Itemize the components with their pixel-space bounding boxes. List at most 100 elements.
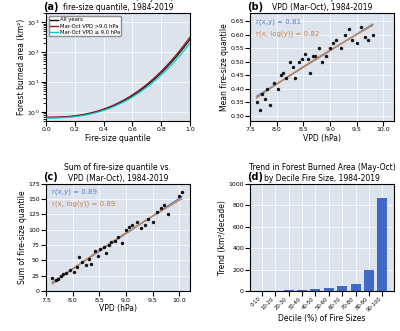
Point: [262, 97, 268, 102]
Text: (a): (a): [43, 2, 59, 12]
Point: [133, 220, 140, 225]
Point: [138, 226, 144, 231]
Text: r(x,y) = 0.81: r(x,y) = 0.81: [256, 19, 301, 25]
Bar: [378, 198, 388, 291]
Point: [312, 54, 318, 59]
Title: Forest fire burned area (May-Oct) and
fire-size quantile, 1984-2019: Forest fire burned area (May-Oct) and fi…: [45, 0, 190, 13]
Point: [141, 222, 148, 227]
Point: [88, 261, 94, 266]
Point: [323, 54, 329, 59]
Bar: [364, 270, 374, 291]
Point: [280, 70, 286, 75]
Text: r(x, log(y)) = 0.82: r(x, log(y)) = 0.82: [256, 30, 319, 37]
Point: [115, 234, 121, 240]
Point: [278, 72, 284, 78]
Point: [370, 32, 376, 37]
Point: [275, 86, 281, 91]
Point: [67, 267, 73, 272]
Point: [358, 24, 364, 29]
Point: [79, 259, 86, 264]
Legend: All years, Mar-Oct VPD >9.0 hPa, Mar-Oct VPD ≤ 9.0 hPa: All years, Mar-Oct VPD >9.0 hPa, Mar-Oct…: [49, 16, 122, 36]
Y-axis label: Sum of fire-size quantile: Sum of fire-size quantile: [18, 191, 27, 284]
Point: [253, 100, 260, 105]
Point: [106, 242, 112, 248]
Point: [97, 247, 104, 252]
Bar: [350, 284, 361, 291]
Y-axis label: Mean fire-size quantile: Mean fire-size quantile: [220, 23, 229, 111]
Y-axis label: Forest burned area (km²): Forest burned area (km²): [17, 19, 26, 115]
Point: [118, 241, 125, 246]
Point: [58, 273, 64, 278]
Text: (c): (c): [43, 172, 58, 182]
Point: [165, 212, 172, 217]
Point: [108, 239, 114, 245]
Point: [296, 59, 302, 65]
Point: [49, 275, 56, 280]
X-axis label: VPD (hPa): VPD (hPa): [99, 304, 137, 313]
Point: [287, 59, 293, 65]
Point: [267, 102, 274, 108]
Text: r(x,y) = 0.89: r(x,y) = 0.89: [52, 189, 97, 195]
Point: [52, 278, 59, 283]
Point: [283, 75, 290, 80]
Text: r(x, log(y)) = 0.89: r(x, log(y)) = 0.89: [52, 201, 115, 207]
X-axis label: Decile (%) of Fire Sizes: Decile (%) of Fire Sizes: [278, 314, 366, 323]
Point: [264, 86, 270, 91]
Point: [129, 222, 136, 227]
Point: [83, 263, 89, 268]
Bar: [284, 290, 294, 291]
Point: [319, 59, 325, 65]
Point: [161, 203, 168, 208]
Point: [338, 46, 344, 51]
Point: [362, 35, 368, 40]
Point: [112, 238, 118, 243]
Point: [149, 220, 156, 225]
Point: [290, 65, 296, 70]
Point: [95, 253, 101, 258]
Title: Mean fire-size quantile vs.
VPD (Mar-Oct), 1984-2019: Mean fire-size quantile vs. VPD (Mar-Oct…: [272, 0, 372, 13]
Point: [316, 46, 323, 51]
Point: [354, 40, 360, 46]
Bar: [337, 286, 347, 291]
Title: Sum of fire-size quantile vs.
VPD (Mar-Oct), 1984-2019: Sum of fire-size quantile vs. VPD (Mar-O…: [64, 163, 171, 183]
Point: [92, 249, 98, 254]
Point: [301, 51, 308, 56]
Point: [86, 257, 92, 262]
Point: [125, 224, 132, 229]
Point: [346, 27, 352, 32]
Text: (b): (b): [247, 2, 264, 12]
Point: [70, 269, 77, 274]
Bar: [324, 288, 334, 291]
X-axis label: Fire-size quantile: Fire-size quantile: [85, 134, 151, 143]
Point: [63, 270, 70, 275]
Point: [176, 193, 182, 199]
Title: Trend in Forest Burned Area (May-Oct)
by Decile Fire Size, 1984-2019: Trend in Forest Burned Area (May-Oct) by…: [249, 163, 396, 183]
X-axis label: VPD (hPa): VPD (hPa): [303, 134, 341, 143]
Point: [271, 81, 277, 86]
Point: [333, 37, 340, 43]
Point: [154, 210, 160, 215]
Bar: [310, 289, 320, 291]
Point: [100, 244, 107, 250]
Point: [349, 37, 356, 43]
Point: [365, 37, 372, 43]
Point: [157, 206, 164, 211]
Point: [304, 56, 311, 62]
Y-axis label: Trend (km²/decade): Trend (km²/decade): [218, 200, 227, 275]
Point: [60, 271, 66, 277]
Point: [299, 56, 306, 62]
Point: [330, 40, 336, 46]
Point: [259, 91, 265, 97]
Point: [327, 46, 333, 51]
Point: [307, 70, 313, 75]
Bar: [297, 290, 307, 291]
Point: [256, 108, 263, 113]
Point: [54, 276, 61, 282]
Point: [342, 32, 348, 37]
Point: [123, 227, 129, 232]
Point: [292, 75, 299, 80]
Point: [310, 54, 316, 59]
Text: (d): (d): [247, 172, 263, 182]
Point: [76, 255, 82, 260]
Point: [102, 251, 109, 256]
